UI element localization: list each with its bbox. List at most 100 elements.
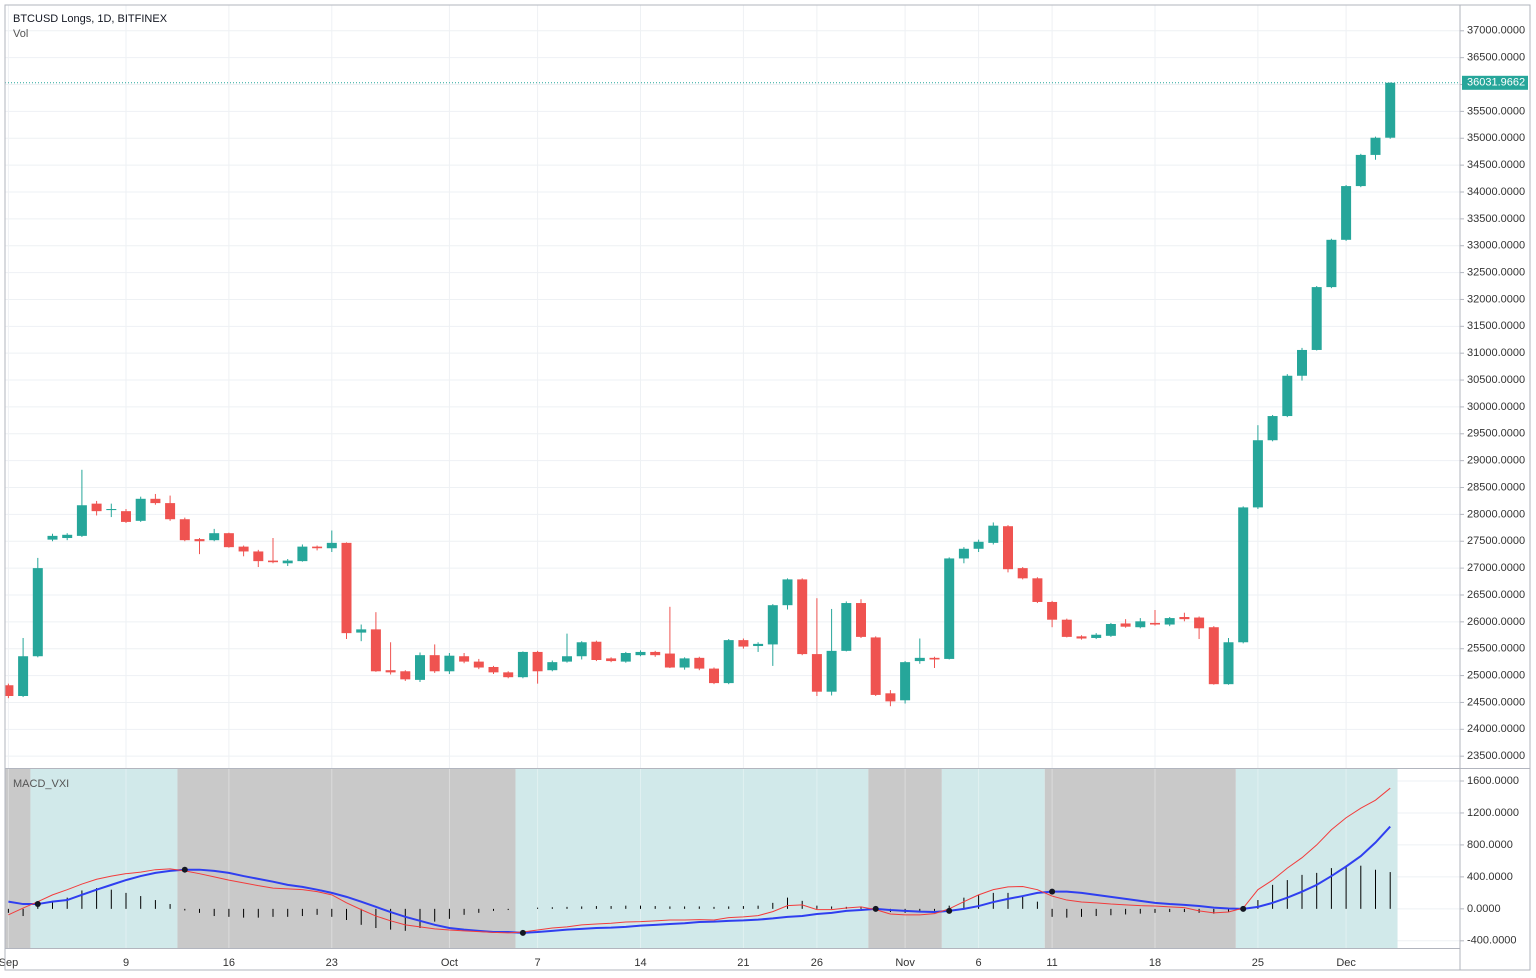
candle-body [591, 641, 602, 660]
candle-body [282, 560, 293, 564]
candle-body [194, 539, 205, 542]
candle-body [1135, 621, 1146, 628]
candle-body [1076, 636, 1087, 639]
candle-body [562, 656, 572, 662]
y-tick-label: 35000.0000 [1467, 132, 1525, 144]
candle-body [723, 640, 734, 684]
candle-body [1252, 440, 1263, 508]
y-tick-label: 33500.0000 [1467, 213, 1525, 225]
candle-body [635, 651, 646, 656]
indicator-line [8, 825, 1391, 934]
candle-body [1311, 287, 1322, 350]
candle-body [1032, 578, 1043, 602]
candle-body [1238, 507, 1249, 643]
candle-body [1267, 416, 1278, 441]
candle-body [91, 503, 102, 512]
regime-band [177, 769, 516, 948]
y-tick-label: 36500.0000 [1467, 52, 1525, 64]
y-tick-label: 1600.0000 [1467, 775, 1519, 787]
candle-body [1164, 618, 1175, 625]
macd-pane [5, 769, 1398, 948]
candle-body [973, 541, 984, 549]
crossover-dot [34, 901, 41, 908]
candle-body [429, 655, 440, 672]
y-tick-label: 28500.0000 [1467, 481, 1525, 493]
candle-body [165, 503, 176, 520]
regime-band [1235, 769, 1398, 948]
y-tick-label: 26000.0000 [1467, 616, 1525, 628]
candle-body [1120, 623, 1131, 627]
candle-body [268, 560, 278, 563]
candle-body [709, 668, 719, 684]
candle-body [1370, 137, 1381, 155]
crossover-dot [872, 905, 879, 912]
y-tick-label: -400.0000 [1467, 935, 1517, 947]
regime-band [868, 769, 942, 948]
y-tick-label: 31500.0000 [1467, 320, 1525, 332]
x-tick-label: Oct [441, 957, 458, 969]
y-tick-label: 35500.0000 [1467, 105, 1525, 117]
regime-band [1044, 769, 1236, 948]
y-tick-label: 0.0000 [1467, 903, 1501, 915]
y-tick-label: 26500.0000 [1467, 589, 1525, 601]
candle-body [62, 534, 73, 539]
candle-body [253, 551, 264, 562]
frame [4, 4, 1531, 971]
crossover-dot [1049, 888, 1056, 895]
candle-body [1091, 634, 1102, 638]
indicator-line [8, 787, 1391, 934]
y-tick-label: 23500.0000 [1467, 750, 1525, 762]
candle-body [650, 651, 661, 656]
candle-body [1061, 619, 1072, 637]
candle-body [106, 509, 117, 511]
y-tick-label: 27500.0000 [1467, 535, 1525, 547]
y-tick-label: 800.0000 [1467, 839, 1513, 851]
y-tick-label: 400.0000 [1467, 871, 1513, 883]
candle-body [459, 656, 470, 662]
candle-body [1341, 186, 1352, 240]
y-tick-label: 1200.0000 [1467, 807, 1519, 819]
candle-body [900, 662, 911, 701]
candle-body [1194, 617, 1205, 629]
y-tick-label: 32500.0000 [1467, 266, 1525, 278]
candle-body [547, 662, 558, 671]
regime-band [5, 769, 31, 948]
candle-body [1355, 154, 1366, 187]
candle-body [870, 637, 881, 695]
y-tick-label: 24000.0000 [1467, 723, 1525, 735]
candle-body [1385, 82, 1396, 138]
candle-body [473, 661, 484, 668]
candle-body [929, 657, 940, 660]
y-tick-label: 28000.0000 [1467, 508, 1525, 520]
candle-body [841, 603, 852, 651]
candle-body [576, 642, 587, 657]
x-tick-label: 11 [1046, 957, 1057, 969]
chart-title: BTCUSD Longs, 1D, BITFINEX [13, 13, 168, 25]
x-tick-label: 7 [535, 957, 541, 969]
x-tick-label: 6 [976, 957, 982, 969]
y-tick-label: 25000.0000 [1467, 669, 1525, 681]
crossover-dot [181, 866, 188, 873]
candle-body [944, 558, 955, 659]
candle-body [223, 533, 234, 548]
y-tick-label: 34500.0000 [1467, 159, 1525, 171]
indicator-title: MACD_VXI [13, 778, 69, 790]
y-tick-label: 25500.0000 [1467, 643, 1525, 655]
candle-body [385, 670, 396, 673]
y-tick-label: 33000.0000 [1467, 240, 1525, 252]
x-tick-label: 23 [326, 957, 338, 969]
price-pane [5, 82, 1460, 707]
candle-body [488, 666, 499, 673]
candle-body [988, 525, 999, 543]
candle-body [664, 653, 675, 668]
candle-body [517, 651, 528, 678]
x-tick-label: 14 [634, 957, 646, 969]
x-tick-label: 9 [123, 957, 129, 969]
crossover-dot [519, 929, 526, 936]
candle-body [150, 498, 161, 504]
candle-body [400, 671, 411, 680]
candle-body [312, 546, 323, 549]
candle-body [532, 651, 543, 672]
x-tick-label: 18 [1149, 957, 1161, 969]
